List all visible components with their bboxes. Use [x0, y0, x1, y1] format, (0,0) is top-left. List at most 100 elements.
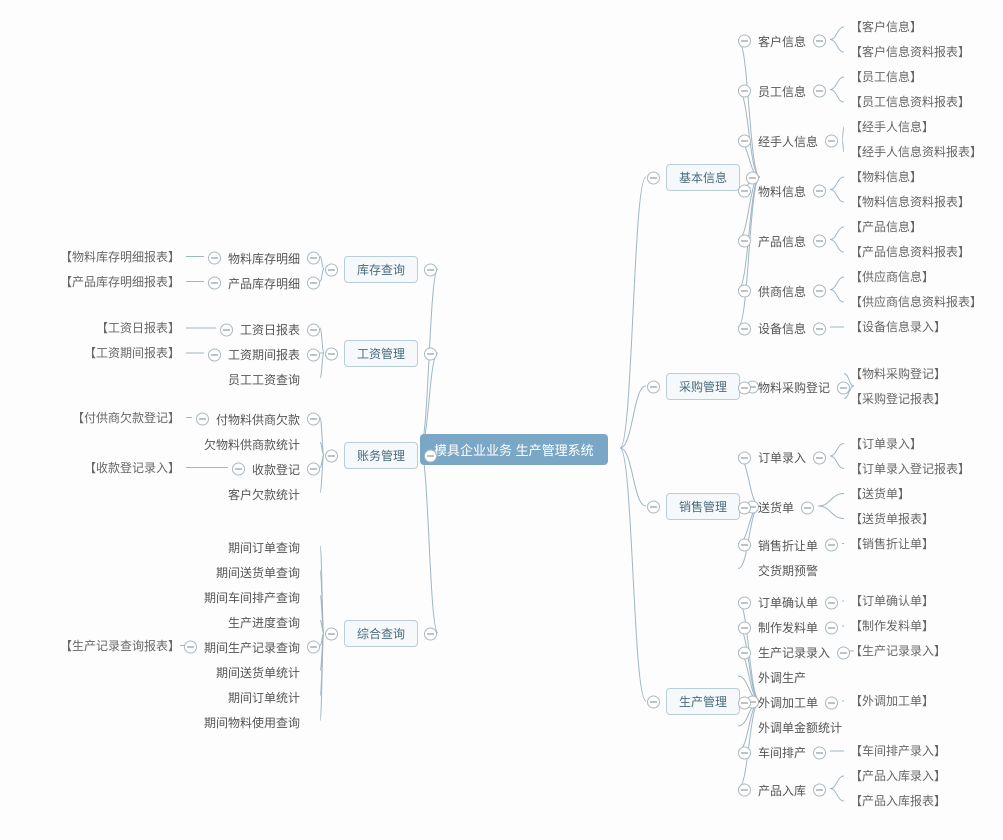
sub-客户欠款统计[interactable]: 客户欠款统计	[228, 484, 300, 505]
leaf[interactable]: 【工资期间报表】	[84, 344, 180, 361]
toggle-icon[interactable]	[738, 784, 751, 797]
sub-制作发料单[interactable]: 制作发料单	[758, 617, 818, 638]
sub-经手人信息[interactable]: 经手人信息	[758, 131, 818, 152]
toggle-icon[interactable]	[424, 449, 437, 462]
leaf[interactable]: 【产品信息】	[850, 218, 922, 235]
toggle-icon[interactable]	[424, 263, 437, 276]
toggle-icon[interactable]	[647, 695, 660, 708]
toggle-icon[interactable]	[738, 501, 751, 514]
sub-物料库存明细[interactable]: 物料库存明细	[228, 248, 300, 269]
sub-产品入库[interactable]: 产品入库	[758, 780, 806, 801]
toggle-icon[interactable]	[208, 348, 221, 361]
sub-期间订单统计[interactable]: 期间订单统计	[228, 687, 300, 708]
toggle-icon[interactable]	[738, 451, 751, 464]
leaf[interactable]: 【供应商信息资料报表】	[850, 293, 982, 310]
leaf[interactable]: 【外调加工单】	[850, 692, 934, 709]
sub-期间车间排产查询[interactable]: 期间车间排产查询	[204, 587, 300, 608]
sub-物料采购登记[interactable]: 物料采购登记	[758, 377, 830, 398]
sub-客户信息[interactable]: 客户信息	[758, 31, 806, 52]
sub-员工工资查询[interactable]: 员工工资查询	[228, 369, 300, 390]
leaf[interactable]: 【订单确认单】	[850, 592, 934, 609]
toggle-icon[interactable]	[738, 381, 751, 394]
sub-订单录入[interactable]: 订单录入	[758, 447, 806, 468]
leaf[interactable]: 【订单录入】	[850, 435, 922, 452]
branch-采购管理[interactable]: 采购管理	[666, 373, 740, 400]
sub-欠物料供商款统计[interactable]: 欠物料供商款统计	[204, 434, 300, 455]
toggle-icon[interactable]	[424, 347, 437, 360]
branch-生产管理[interactable]: 生产管理	[666, 688, 740, 715]
toggle-icon[interactable]	[325, 263, 338, 276]
branch-销售管理[interactable]: 销售管理	[666, 493, 740, 520]
toggle-icon[interactable]	[738, 322, 751, 335]
toggle-icon[interactable]	[307, 413, 320, 426]
sub-订单确认单[interactable]: 订单确认单	[758, 592, 818, 613]
toggle-icon[interactable]	[325, 347, 338, 360]
sub-期间订单查询[interactable]: 期间订单查询	[228, 537, 300, 558]
toggle-icon[interactable]	[424, 627, 437, 640]
toggle-icon[interactable]	[825, 696, 838, 709]
toggle-icon[interactable]	[738, 35, 751, 48]
sub-产品库存明细[interactable]: 产品库存明细	[228, 273, 300, 294]
leaf[interactable]: 【产品信息资料报表】	[850, 243, 970, 260]
toggle-icon[interactable]	[307, 252, 320, 265]
sub-付物料供商欠款[interactable]: 付物料供商欠款	[216, 409, 300, 430]
leaf[interactable]: 【物料库存明细报表】	[60, 248, 180, 265]
toggle-icon[interactable]	[738, 85, 751, 98]
leaf[interactable]: 【付供商欠款登记】	[72, 409, 180, 426]
toggle-icon[interactable]	[738, 235, 751, 248]
toggle-icon[interactable]	[184, 641, 197, 654]
sub-生产进度查询[interactable]: 生产进度查询	[228, 612, 300, 633]
sub-外调加工单[interactable]: 外调加工单	[758, 692, 818, 713]
sub-供商信息[interactable]: 供商信息	[758, 281, 806, 302]
leaf[interactable]: 【订单录入登记报表】	[850, 460, 970, 477]
toggle-icon[interactable]	[307, 277, 320, 290]
leaf[interactable]: 【收款登记录入】	[84, 459, 180, 476]
toggle-icon[interactable]	[307, 348, 320, 361]
sub-员工信息[interactable]: 员工信息	[758, 81, 806, 102]
leaf[interactable]: 【客户信息资料报表】	[850, 43, 970, 60]
leaf[interactable]: 【产品入库录入】	[850, 767, 946, 784]
leaf[interactable]: 【送货单】	[850, 485, 910, 502]
toggle-icon[interactable]	[307, 641, 320, 654]
toggle-icon[interactable]	[813, 746, 826, 759]
leaf[interactable]: 【客户信息】	[850, 18, 922, 35]
branch-库存查询[interactable]: 库存查询	[344, 256, 418, 283]
sub-物料信息[interactable]: 物料信息	[758, 181, 806, 202]
toggle-icon[interactable]	[738, 596, 751, 609]
sub-生产记录录入[interactable]: 生产记录录入	[758, 642, 830, 663]
leaf[interactable]: 【车间排产录入】	[850, 742, 946, 759]
leaf[interactable]: 【制作发料单】	[850, 617, 934, 634]
toggle-icon[interactable]	[647, 380, 660, 393]
toggle-icon[interactable]	[837, 381, 850, 394]
leaf[interactable]: 【物料信息】	[850, 168, 922, 185]
toggle-icon[interactable]	[825, 596, 838, 609]
toggle-icon[interactable]	[813, 235, 826, 248]
sub-车间排产[interactable]: 车间排产	[758, 742, 806, 763]
toggle-icon[interactable]	[647, 500, 660, 513]
toggle-icon[interactable]	[825, 621, 838, 634]
toggle-icon[interactable]	[738, 285, 751, 298]
sub-设备信息[interactable]: 设备信息	[758, 318, 806, 339]
leaf[interactable]: 【送货单报表】	[850, 510, 934, 527]
toggle-icon[interactable]	[738, 539, 751, 552]
toggle-icon[interactable]	[208, 277, 221, 290]
leaf[interactable]: 【设备信息录入】	[850, 318, 946, 335]
toggle-icon[interactable]	[801, 501, 814, 514]
toggle-icon[interactable]	[325, 627, 338, 640]
sub-产品信息[interactable]: 产品信息	[758, 231, 806, 252]
leaf[interactable]: 【供应商信息】	[850, 268, 934, 285]
branch-基本信息[interactable]: 基本信息	[666, 164, 740, 191]
leaf[interactable]: 【经手人信息】	[850, 118, 934, 135]
leaf[interactable]: 【经手人信息资料报表】	[850, 143, 982, 160]
toggle-icon[interactable]	[813, 185, 826, 198]
leaf[interactable]: 【员工信息】	[850, 68, 922, 85]
leaf[interactable]: 【销售折让单】	[850, 535, 934, 552]
branch-综合查询[interactable]: 综合查询	[344, 620, 418, 647]
toggle-icon[interactable]	[307, 323, 320, 336]
sub-送货单[interactable]: 送货单	[758, 497, 794, 518]
toggle-icon[interactable]	[813, 784, 826, 797]
leaf[interactable]: 【产品库存明细报表】	[60, 273, 180, 290]
sub-交货期预警[interactable]: 交货期预警	[758, 560, 818, 581]
toggle-icon[interactable]	[307, 463, 320, 476]
toggle-icon[interactable]	[738, 185, 751, 198]
